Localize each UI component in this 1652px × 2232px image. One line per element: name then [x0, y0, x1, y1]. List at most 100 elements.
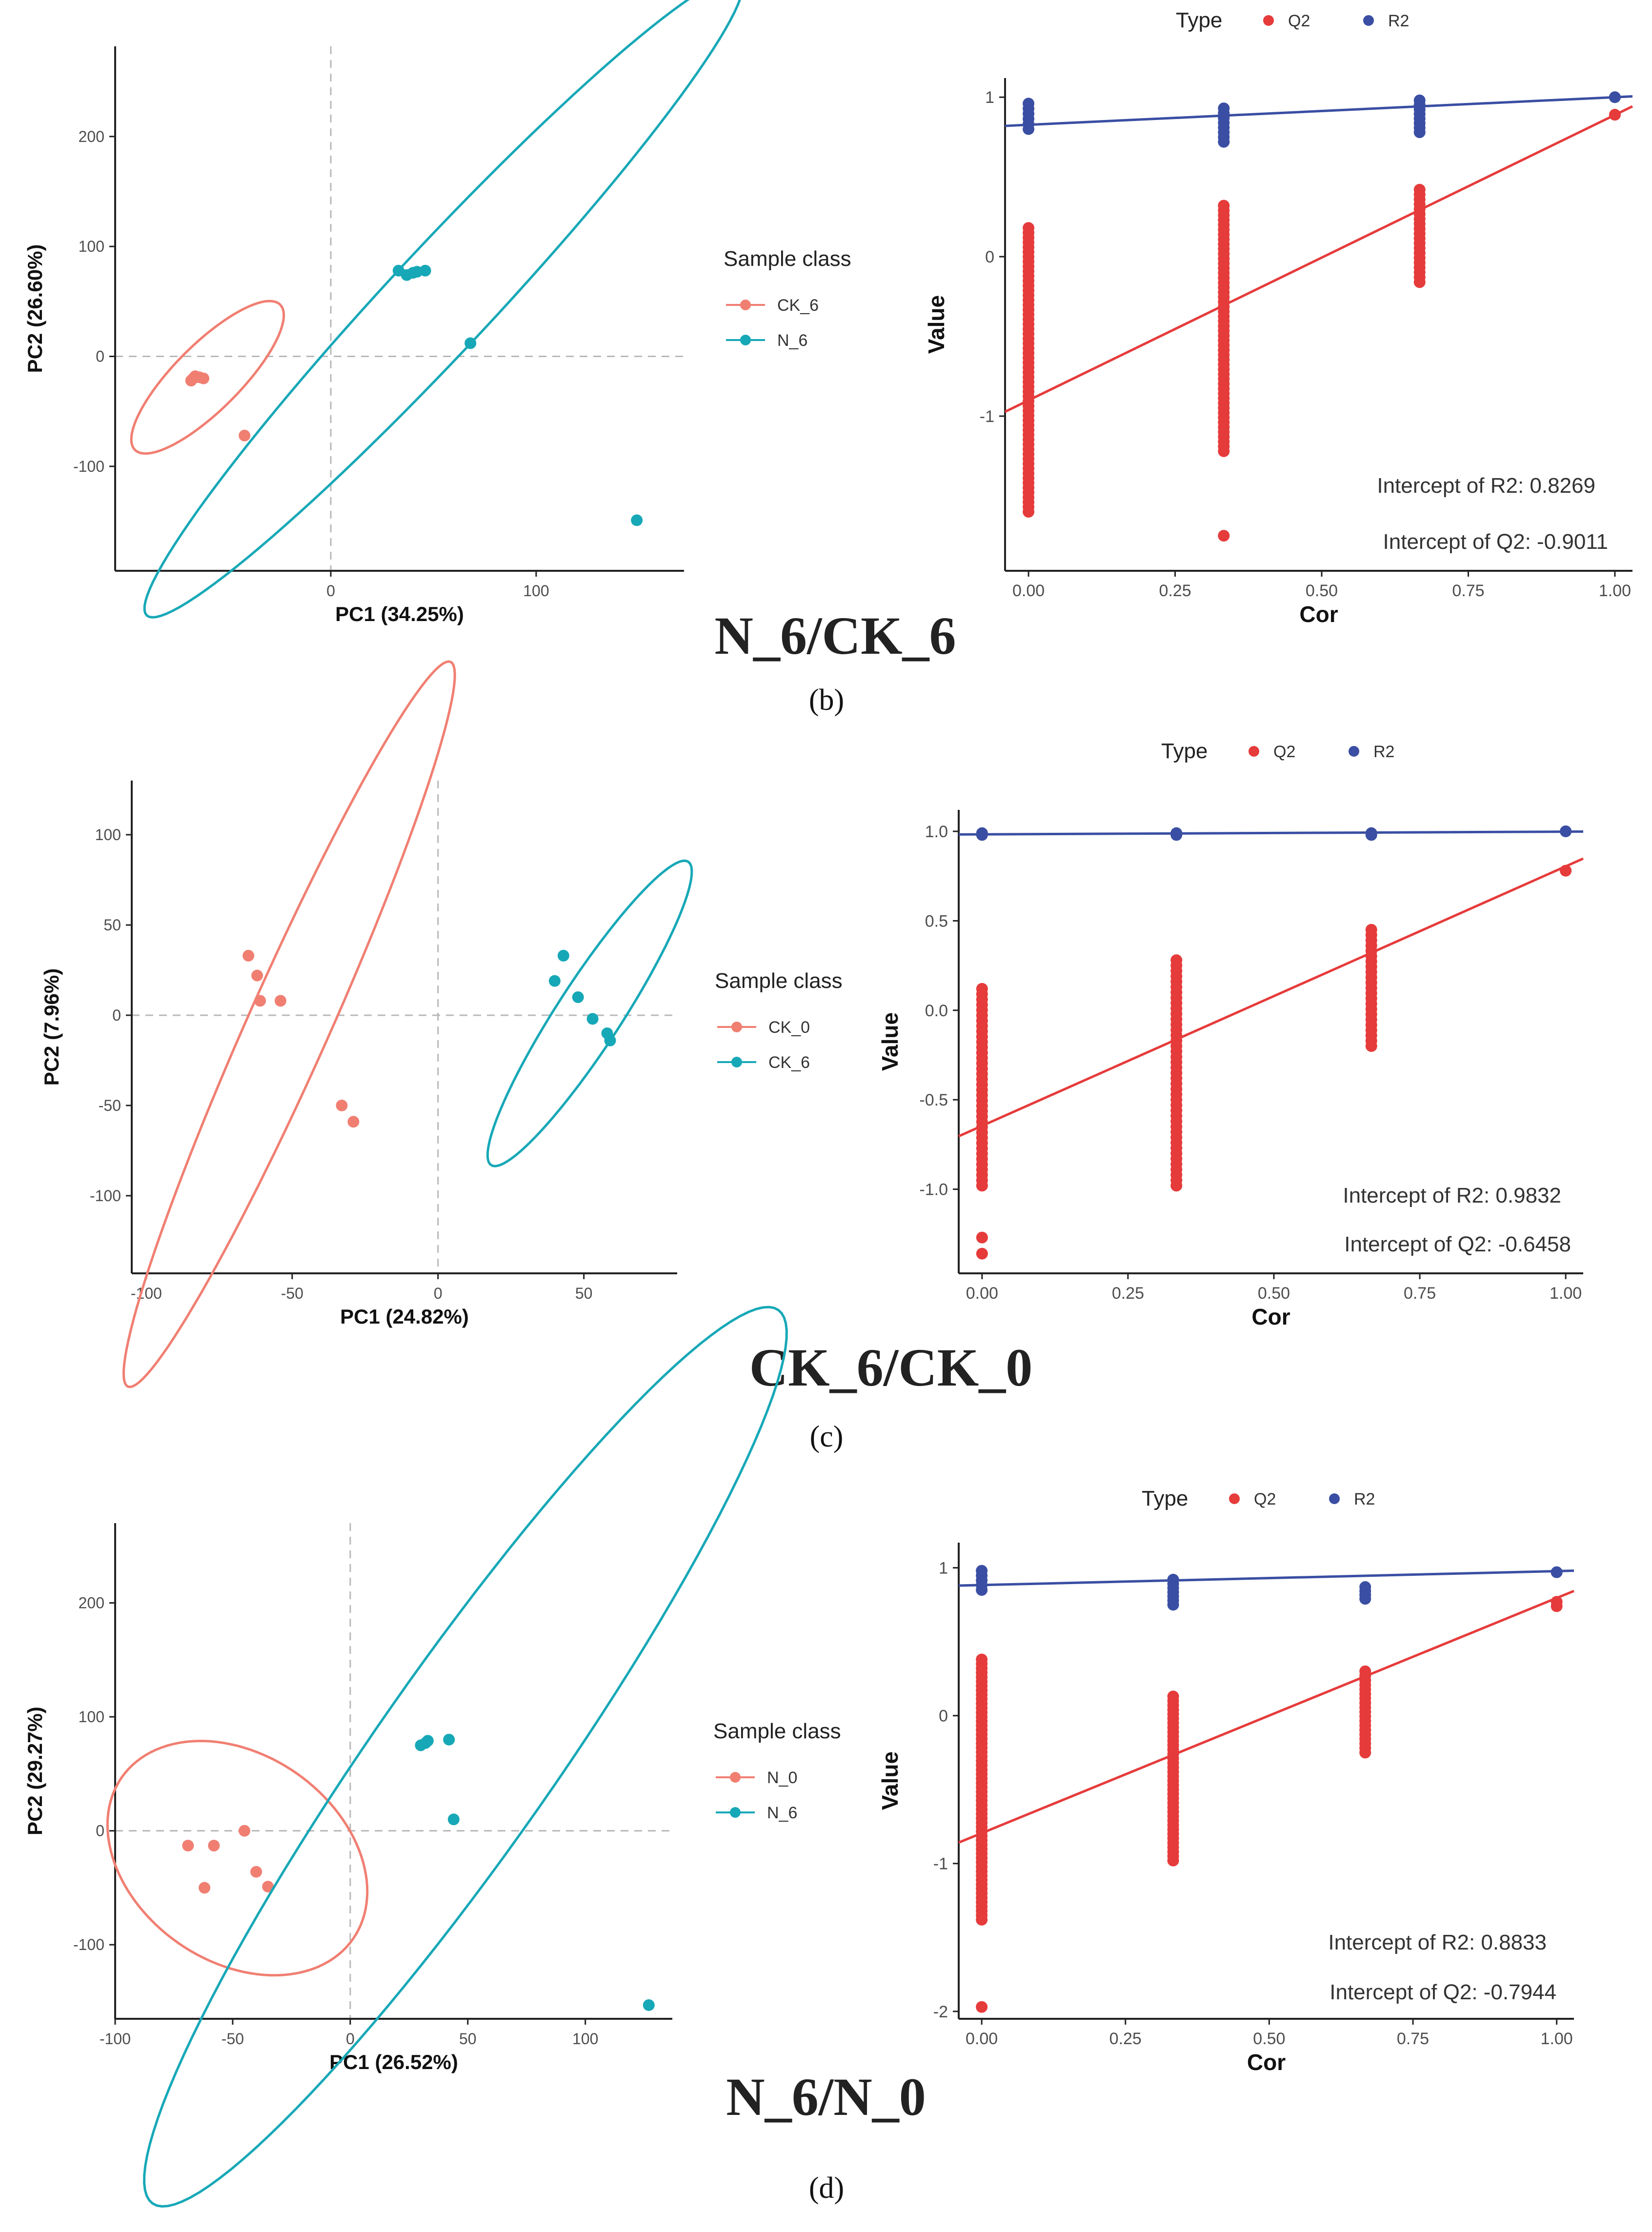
legend-label: N_6 [777, 331, 807, 350]
legend-key-dot [1329, 1493, 1340, 1504]
sample-point-n_0 [250, 1866, 262, 1878]
sample-point-n_6 [419, 264, 431, 277]
y-tick-label: 1 [939, 1559, 948, 1578]
permutation-point-q2 [976, 983, 988, 995]
group-ellipse-n_6 [143, 1306, 788, 2208]
x-tick-label: 0 [434, 1285, 443, 1302]
y-tick-label: 200 [79, 128, 104, 145]
y-tick-label: 100 [79, 1708, 104, 1726]
sample-point-ck_0 [242, 949, 255, 962]
x-tick-label: 0.00 [1012, 582, 1045, 600]
legend-label: Q2 [1288, 12, 1310, 30]
y-tick-label: 0.0 [925, 1002, 948, 1020]
permutation-point-q2 [1560, 865, 1572, 877]
x-axis-title: PC1 (34.25%) [335, 603, 464, 625]
x-axis-title: Cor [1299, 602, 1338, 627]
intercept-annotation: Intercept of R2: 0.8833 [1328, 1930, 1547, 1954]
y-tick-label: -100 [90, 1187, 121, 1205]
sample-class-legend-2: Sample class N_0 N_6 [713, 1719, 841, 1822]
permutation-point-q2 [1365, 924, 1377, 936]
x-tick-label: 1.00 [1599, 582, 1631, 600]
sample-point-n_0 [262, 1881, 274, 1893]
intercept-annotation: Intercept of R2: 0.8269 [1377, 474, 1595, 498]
sample-point-ck_6 [572, 991, 584, 1003]
permutation-point-r2 [1551, 1566, 1563, 1578]
permutation-point-q2 [1609, 109, 1621, 121]
pca-plot-2: -100 -50 0 50 100 -100 0 100 200 PC1 (26.52%) PC2 … [23, 1306, 788, 2208]
group-ellipse-ck_6 [486, 859, 693, 1167]
x-axis-title: Cor [1247, 2050, 1286, 2075]
sample-point-ck_0 [274, 995, 286, 1007]
sample-point-ck_0 [254, 995, 266, 1007]
group-ellipse-n_6 [143, 0, 741, 619]
permutation-point-q2 [976, 1231, 988, 1244]
sample-point-n_6 [631, 514, 643, 526]
sample-point-n_0 [208, 1839, 220, 1851]
y-tick-label: -50 [99, 1097, 121, 1114]
legend-label: CK_0 [768, 1018, 810, 1037]
legend-key-dot [730, 1772, 741, 1783]
permutation-point-q2 [1218, 200, 1230, 212]
permutation-point-r2 [1359, 1581, 1371, 1593]
x-tick-label: 0.25 [1159, 582, 1191, 600]
comparison-title: N_6/N_0 [726, 2067, 926, 2127]
legend-label: CK_6 [777, 296, 819, 315]
y-tick-label: -1 [933, 1855, 948, 1873]
sample-point-n_6 [447, 1813, 460, 1826]
sample-point-ck_0 [336, 1099, 348, 1111]
group-ellipse-ck_0 [122, 660, 456, 1388]
y-tick-label: 100 [95, 826, 121, 844]
sample-point-ck_6 [586, 1013, 599, 1025]
intercept-annotation: Intercept of Q2: -0.9011 [1383, 530, 1608, 554]
permutation-point-r2 [1170, 827, 1183, 839]
x-tick-label: 1.00 [1550, 1284, 1582, 1303]
x-tick-label: 0.50 [1253, 2030, 1285, 2048]
x-tick-label: 100 [523, 582, 549, 600]
legend-key-dot [1349, 746, 1359, 757]
x-tick-label: 0.00 [966, 1284, 998, 1303]
permutation-point-r2 [1218, 102, 1230, 115]
legend-title: Type [1176, 8, 1222, 32]
sample-class-legend-1: Sample class CK_0 CK_6 [715, 969, 843, 1072]
legend-key-dot [1363, 15, 1374, 26]
sample-class-legend-0: Sample class CK_6 N_6 [724, 247, 851, 350]
permutation-point-r2 [1167, 1573, 1179, 1586]
intercept-annotation: Intercept of R2: 0.9832 [1343, 1184, 1561, 1207]
y-tick-label: -1.0 [919, 1181, 948, 1199]
y-tick-label: -2 [933, 2003, 948, 2021]
legend-key-dot [731, 1057, 742, 1067]
type-legend-2: Type Q2 R2 [1142, 1487, 1375, 1510]
sample-point-n_6 [643, 1999, 655, 2011]
pca-plot-0: 0 100 -100 0 100 200 PC1 (34.25%) PC2 (26.60%) [23, 0, 741, 625]
regression-line-q2 [958, 857, 1584, 1138]
sample-point-n_0 [182, 1839, 194, 1851]
x-axis-title: PC1 (24.82%) [340, 1305, 469, 1328]
permutation-plot-0: 0.00 0.25 0.50 0.75 1.00 -1 0 1 Cor Value Intercep… [924, 78, 1633, 627]
permutation-point-r2 [976, 1565, 988, 1577]
y-tick-label: 0.5 [925, 912, 948, 930]
x-axis-title: PC1 (26.52%) [329, 2051, 458, 2073]
permutation-point-q2 [1170, 954, 1183, 966]
x-tick-label: 0.50 [1258, 1284, 1290, 1303]
permutation-point-q2 [976, 2001, 988, 2013]
y-tick-label: 100 [79, 238, 104, 255]
regression-line-r2 [958, 1569, 1574, 1587]
legend-key-dot [1249, 746, 1259, 757]
y-tick-label: 0 [939, 1707, 948, 1726]
x-tick-label: 0.75 [1397, 2030, 1429, 2048]
permutation-point-r2 [1609, 91, 1621, 103]
x-tick-label: 50 [575, 1285, 593, 1302]
y-axis-title: Value [877, 1751, 903, 1810]
legend-key-dot [740, 335, 751, 345]
x-tick-label: -50 [222, 2030, 244, 2048]
regression-line-r2 [958, 830, 1584, 836]
intercept-annotation: Intercept of Q2: -0.7944 [1330, 1980, 1556, 2004]
y-tick-label: -100 [73, 1936, 104, 1953]
sample-point-ck_6 [557, 949, 569, 962]
legend-key-dot [740, 300, 751, 310]
sample-point-n_0 [199, 1882, 211, 1894]
sample-point-n_6 [443, 1733, 455, 1746]
x-tick-label: 0 [346, 2030, 355, 2048]
type-legend-0: Type Q2 R2 [1176, 8, 1409, 32]
